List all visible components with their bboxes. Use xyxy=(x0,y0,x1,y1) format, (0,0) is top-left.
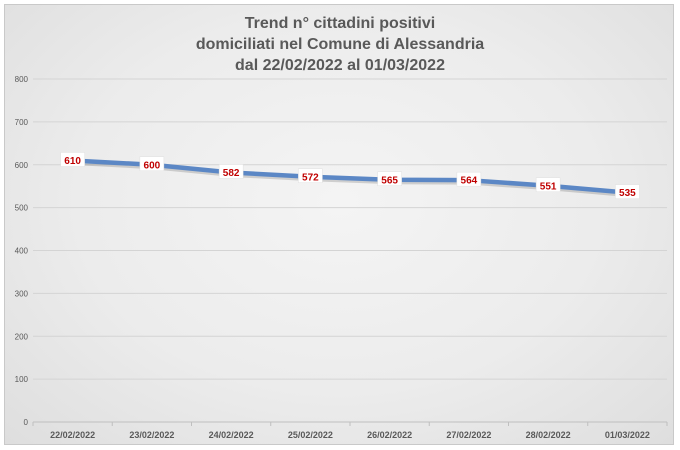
data-label: 565 xyxy=(381,175,398,186)
x-tick-label: 22/02/2022 xyxy=(50,430,95,440)
data-label-box xyxy=(60,152,85,167)
x-tick-label: 23/02/2022 xyxy=(129,430,174,440)
data-label: 564 xyxy=(461,176,478,187)
y-tick-label: 0 xyxy=(24,418,29,427)
data-label-box xyxy=(377,171,402,187)
y-tick-label: 100 xyxy=(15,375,29,384)
x-tick-label: 01/03/2022 xyxy=(605,430,650,440)
chart-title-line-1: Trend n° cittadini positivi xyxy=(244,15,436,32)
chart-title-line-3: dal 22/02/2022 al 01/03/2022 xyxy=(235,57,445,74)
data-label-box xyxy=(535,177,561,193)
data-label-box xyxy=(298,168,323,184)
data-label-box xyxy=(456,171,482,187)
data-label: 572 xyxy=(302,172,319,183)
chart-title-line-2: domiciliati nel Comune di Alessandria xyxy=(195,36,485,53)
chart-frame: Trend n° cittadini positivi domiciliati … xyxy=(4,4,674,445)
x-tick-label: 28/02/2022 xyxy=(526,430,571,440)
data-label: 610 xyxy=(64,156,81,167)
x-tick-label: 25/02/2022 xyxy=(288,430,333,440)
data-label: 600 xyxy=(144,160,161,171)
x-tick-label: 24/02/2022 xyxy=(209,430,254,440)
data-label: 535 xyxy=(619,188,636,199)
y-tick-label: 800 xyxy=(15,75,29,84)
y-tick-label: 700 xyxy=(15,118,29,127)
y-tick-label: 400 xyxy=(15,247,29,256)
y-tick-label: 600 xyxy=(15,161,29,170)
series-line xyxy=(70,158,630,195)
line-chart: 0 100 200 300 400 500 600 700 800 22/02/2022 23/02… xyxy=(15,75,668,440)
data-label-box xyxy=(615,184,640,199)
x-tick-label: 27/02/2022 xyxy=(446,430,491,440)
chart-title: Trend n° cittadini positivi domiciliati … xyxy=(5,13,673,76)
y-tick-label: 500 xyxy=(15,204,29,213)
y-tick-label: 300 xyxy=(15,289,29,298)
y-tick-label: 200 xyxy=(15,332,29,341)
x-tick-label: 26/02/2022 xyxy=(367,430,412,440)
data-label: 582 xyxy=(223,168,240,179)
data-label-box xyxy=(218,164,244,179)
data-label-box xyxy=(139,156,165,171)
data-label: 551 xyxy=(540,181,557,192)
